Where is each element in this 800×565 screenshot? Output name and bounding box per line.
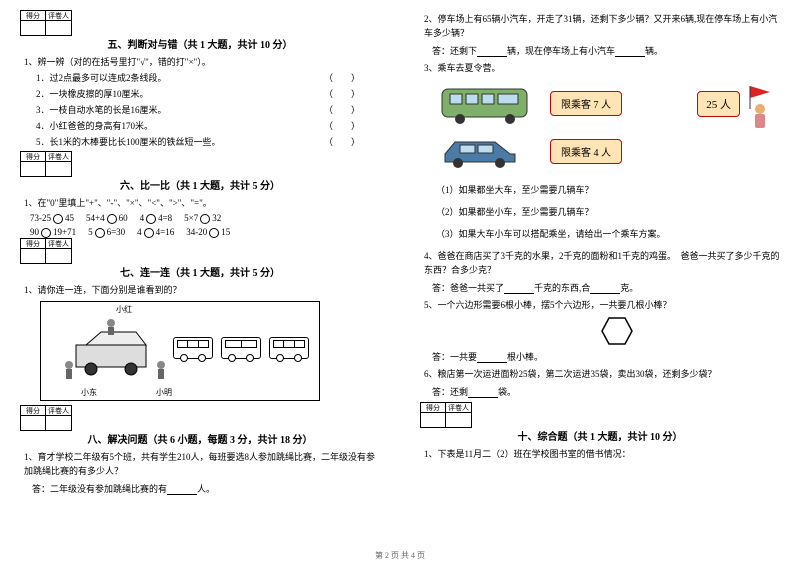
r-sub3: （3）如果大车小车可以搭配乘坐，请给出一个乘车方案。 [436,227,780,241]
r-sub1: （1）如果都坐大车，至少需要几辆车？ [436,183,780,197]
score-table-7: 得分 评卷人 [20,238,72,264]
car-scene-icon [51,317,181,387]
s8-q1: 1、育才学校二年级有5个班，共有学生210人，每班要选8人参加跳绳比赛，二年级没… [24,450,380,478]
grader-label: 评卷人 [46,11,71,21]
score-label: 得分 [21,11,45,21]
section-5-title: 五、判断对与错（共 1 大题，共计 10 分） [20,36,380,51]
score-table-5: 得分 评卷人 [20,10,72,36]
s8-q1-ans: 答：二年级没有参加跳绳比赛的有人。 [32,482,380,495]
bus-views [173,337,309,359]
bus-icon [440,84,530,124]
s6-row2: 9019+71 56=30 44=16 34-2015 [30,227,380,238]
right-column: 2、停车场上有65辆小汽车，开走了31辆，还剩下多少辆？又开来6辆,现在停车场上… [400,0,800,565]
s5-item-2: 2．一块橡皮擦的厚10厘米。（ ） [36,87,380,101]
r-q5-ans: 答：一共要根小棒。 [432,350,780,363]
people-count: 25 人 [697,91,740,117]
left-column: 得分 评卷人 五、判断对与错（共 1 大题，共计 10 分） 1、辨一辨（对的在… [0,0,400,565]
section-6-title: 六、比一比（共 1 大题，共计 5 分） [20,177,380,192]
r-q5: 5、一个六边形需要6根小棒，摆5个六边形，一共要几根小棒？ [424,298,780,312]
s6-intro: 1、在"0"里填上"+"、"-"、"×"、"<"、">"、"="。 [24,196,380,210]
score-table-6: 得分 评卷人 [20,151,72,177]
s7-intro: 1、请你连一连，下面分别是谁看到的？ [24,283,380,297]
hexagon-icon [600,316,634,346]
r-sub2: （2）如果都坐小车，至少需要几辆车？ [436,205,780,219]
score-table-8: 得分 评卷人 [20,405,72,431]
name-right: 小明 [156,387,172,398]
s5-item-4: 4．小红爸爸的身高有170米。（ ） [36,119,380,133]
r-q3: 3、乘车去夏令营。 [424,61,780,75]
name-top: 小红 [116,304,132,315]
score-table-10: 得分 评卷人 [420,402,472,428]
name-left: 小东 [81,387,97,398]
s7-picture: 小红 小东 小明 [40,301,320,401]
r-q6-ans: 答：还剩袋。 [432,385,780,398]
capacity-4: 限乘客 4 人 [550,139,622,164]
capacity-7: 限乘客 7 人 [550,91,622,116]
vehicle-diagram: 限乘客 7 人 限乘客 4 人 25 人 [420,79,780,179]
r-q2-ans: 答：还剩下辆，现在停车场上有小汽车辆。 [432,44,780,57]
s5-intro: 1、辨一辨（对的在括号里打"√"，错的打"×"）。 [24,55,380,69]
r-q4: 4、爸爸在商店买了3千克的水果，2千克的面粉和1千克的鸡蛋。 爸爸一共买了多少千… [424,249,780,277]
bus-view-icon [269,337,309,359]
section-7-title: 七、连一连（共 1 大题，共计 5 分） [20,264,380,279]
car-icon [440,134,520,169]
guide-person-icon [745,84,780,134]
page-footer: 第 2 页 共 4 页 [375,550,425,561]
bus-view-icon [173,337,213,359]
s5-item-1: 1．过2点最多可以连成2条线段。（ ） [36,71,380,85]
section-8-title: 八、解决问题（共 6 小题，每题 3 分，共计 18 分） [20,431,380,446]
r-q2: 2、停车场上有65辆小汽车，开走了31辆，还剩下多少辆？又开来6辆,现在停车场上… [424,12,780,40]
s6-row1: 73-2545 54+460 44=8 5×732 [30,213,380,224]
s10-intro: 1、下表是11月二（2）班在学校图书室的借书情况： [424,447,780,461]
section-10-title: 十、综合题（共 1 大题，共计 10 分） [420,428,780,443]
r-q6: 6、粮店第一次运进面粉25袋，第二次运进35袋，卖出30袋，还剩多少袋？ [424,367,780,381]
s5-item-5: 5．长1米的木棒要比长100厘米的铁丝短一些。（ ） [36,135,380,149]
s5-item-3: 3．一枝自动水笔的长是16厘米。（ ） [36,103,380,117]
bus-view-icon [221,337,261,359]
r-q4-ans: 答：爸爸一共买了千克的东西,合克。 [432,281,780,294]
